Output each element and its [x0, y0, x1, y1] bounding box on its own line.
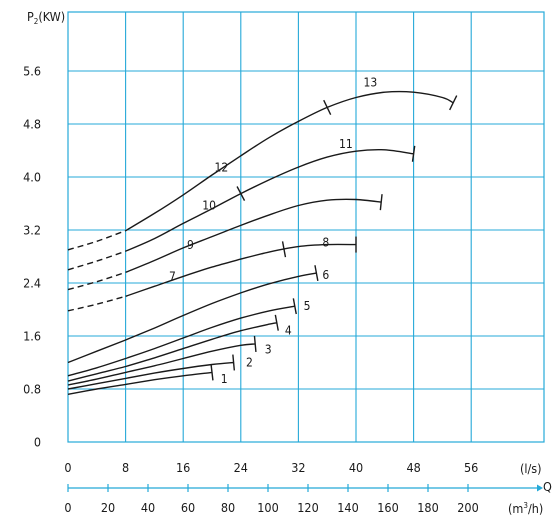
x2-tick-label: 40 — [141, 500, 155, 515]
curve-end-mark — [292, 298, 297, 315]
curve-end-mark — [236, 186, 246, 201]
curve-line — [125, 198, 382, 274]
curve-end-mark — [281, 241, 287, 258]
curve-end-mark — [210, 364, 214, 381]
x-tick-label: 56 — [464, 460, 478, 475]
curve-label: 5 — [304, 299, 311, 313]
y-tick-label: 5.6 — [23, 64, 41, 79]
curve-label: 11 — [339, 137, 353, 151]
curve-dashed-segment — [67, 230, 126, 251]
curve-label: 3 — [265, 342, 272, 356]
x2-unit-sup: 3 — [523, 501, 528, 510]
y-tick-label: 2.4 — [23, 276, 41, 291]
curve-line — [125, 90, 454, 232]
curve-end-mark — [253, 335, 257, 352]
curve-label: 13 — [364, 75, 378, 89]
curve-end-mark — [449, 95, 458, 111]
curve-label: 6 — [322, 268, 329, 282]
curve-end-mark — [232, 354, 236, 371]
curve-line — [67, 272, 317, 364]
x-tick-label: 24 — [234, 460, 248, 475]
curve-label: 2 — [246, 356, 253, 370]
grid — [68, 12, 544, 442]
curve-line — [67, 322, 277, 382]
y-axis-title-sub: 2 — [34, 17, 39, 26]
x2-tick-label: 160 — [377, 500, 398, 515]
curve-line — [67, 305, 295, 377]
curve-line — [125, 243, 357, 297]
y-tick-label: 1.6 — [23, 329, 41, 344]
curves — [67, 90, 458, 395]
x2-tick-label: 80 — [221, 500, 235, 515]
curve-dashed-segment — [67, 295, 126, 312]
curve-label: 8 — [322, 236, 329, 250]
x-tick-label: 40 — [349, 460, 363, 475]
m3h-axis-arrow — [537, 484, 543, 492]
x-tick-label: 16 — [176, 460, 190, 475]
x2-tick-label: 180 — [417, 500, 438, 515]
y-tick-labels: 0 0.8 1.6 2.4 3.2 4.0 4.8 5.6 — [23, 64, 41, 450]
y-tick-label: 0 — [34, 435, 41, 450]
x2-tick-label: 20 — [101, 500, 115, 515]
y-axis-title-main: P — [27, 9, 34, 24]
y-tick-label: 4.8 — [23, 117, 41, 132]
curve-label: 7 — [169, 269, 176, 283]
x2-tick-label: 60 — [181, 500, 195, 515]
x-tick-label: 0 — [64, 460, 71, 475]
plot-frame — [67, 11, 545, 443]
curve-label: 10 — [202, 198, 216, 212]
curve-label: 4 — [285, 324, 292, 338]
curve-line — [67, 343, 256, 386]
x2-tick-label: 200 — [457, 500, 478, 515]
x2-axis-unit: (m3/h) — [508, 501, 543, 516]
curve-end-mark — [379, 194, 383, 211]
curve-end-mark — [411, 145, 416, 162]
x2-tick-label: 0 — [64, 500, 71, 515]
curve-label: 12 — [214, 161, 228, 175]
curve-end-mark — [323, 99, 332, 115]
x2-unit-main: (m — [508, 501, 523, 516]
curve-line — [67, 371, 213, 395]
y-axis-title: P2(KW) — [27, 9, 65, 26]
x2-tick-label: 100 — [257, 500, 278, 515]
curve-end-mark — [274, 314, 279, 331]
curve-dashed-segment — [67, 271, 126, 291]
curve-dashed-segment — [67, 250, 126, 271]
x-tick-label: 48 — [406, 460, 420, 475]
x2-tick-label: 140 — [337, 500, 358, 515]
x-axis-symbol: Q — [543, 479, 552, 494]
x-tick-label: 32 — [291, 460, 305, 475]
curve-line — [67, 361, 234, 390]
y-axis-title-unit: (KW) — [38, 9, 65, 24]
y-tick-label: 0.8 — [23, 382, 41, 397]
y-tick-label: 3.2 — [23, 223, 41, 238]
y-tick-label: 4.0 — [23, 170, 41, 185]
x2-tick-label: 120 — [297, 500, 318, 515]
curve-label: 1 — [221, 372, 228, 386]
x-tick-label: 8 — [122, 460, 129, 475]
x-axis-unit: (l/s) — [520, 461, 542, 476]
x-tick-labels: 0 8 16 24 32 40 48 56 — [64, 460, 478, 475]
m3h-axis: 0 20 40 60 80 100 120 140 160 180 200 — [64, 484, 543, 515]
curve-line — [125, 148, 414, 252]
curve-label: 9 — [187, 238, 194, 252]
curve-end-mark — [314, 265, 319, 282]
x2-unit-end: /h) — [528, 501, 543, 516]
